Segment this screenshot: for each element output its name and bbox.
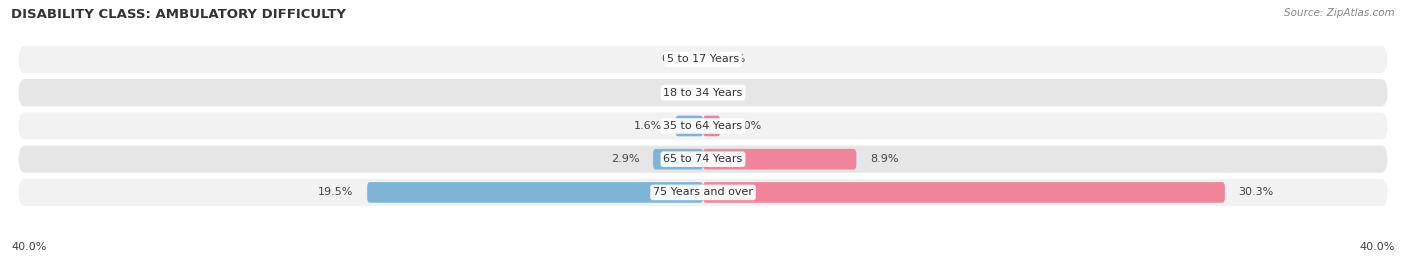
Text: 0.0%: 0.0% bbox=[717, 54, 745, 65]
FancyBboxPatch shape bbox=[17, 45, 1389, 74]
Text: 30.3%: 30.3% bbox=[1239, 187, 1274, 198]
FancyBboxPatch shape bbox=[703, 149, 856, 169]
Text: 1.0%: 1.0% bbox=[734, 121, 762, 131]
Text: DISABILITY CLASS: AMBULATORY DIFFICULTY: DISABILITY CLASS: AMBULATORY DIFFICULTY bbox=[11, 8, 346, 21]
FancyBboxPatch shape bbox=[17, 144, 1389, 174]
Text: 35 to 64 Years: 35 to 64 Years bbox=[664, 121, 742, 131]
Legend: Male, Female: Male, Female bbox=[640, 267, 766, 268]
FancyBboxPatch shape bbox=[703, 182, 1225, 203]
Text: 19.5%: 19.5% bbox=[318, 187, 353, 198]
Text: Source: ZipAtlas.com: Source: ZipAtlas.com bbox=[1284, 8, 1395, 18]
FancyBboxPatch shape bbox=[367, 182, 703, 203]
Text: 5 to 17 Years: 5 to 17 Years bbox=[666, 54, 740, 65]
FancyBboxPatch shape bbox=[652, 149, 703, 169]
Text: 0.0%: 0.0% bbox=[717, 88, 745, 98]
Text: 0.0%: 0.0% bbox=[661, 88, 689, 98]
Text: 2.9%: 2.9% bbox=[610, 154, 640, 164]
Text: 8.9%: 8.9% bbox=[870, 154, 898, 164]
Text: 40.0%: 40.0% bbox=[1360, 242, 1395, 252]
Text: 0.0%: 0.0% bbox=[661, 54, 689, 65]
FancyBboxPatch shape bbox=[17, 178, 1389, 207]
FancyBboxPatch shape bbox=[703, 116, 720, 136]
FancyBboxPatch shape bbox=[675, 116, 703, 136]
Text: 65 to 74 Years: 65 to 74 Years bbox=[664, 154, 742, 164]
Text: 40.0%: 40.0% bbox=[11, 242, 46, 252]
Text: 75 Years and over: 75 Years and over bbox=[652, 187, 754, 198]
FancyBboxPatch shape bbox=[17, 78, 1389, 107]
Text: 1.6%: 1.6% bbox=[634, 121, 662, 131]
Text: 18 to 34 Years: 18 to 34 Years bbox=[664, 88, 742, 98]
FancyBboxPatch shape bbox=[17, 111, 1389, 141]
